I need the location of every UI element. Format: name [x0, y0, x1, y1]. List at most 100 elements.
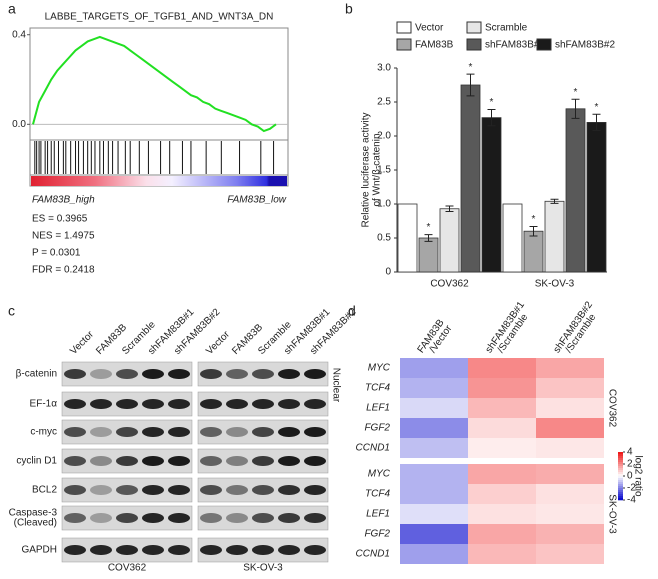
- band: [252, 427, 274, 437]
- band: [252, 399, 274, 409]
- x-tick-label: SK-OV-3: [535, 279, 575, 290]
- band: [168, 513, 190, 523]
- annotation: FAM83B_high: [32, 195, 95, 206]
- y-tick-label: 0.4: [12, 29, 26, 40]
- legend-label: Scramble: [485, 23, 528, 34]
- band: [226, 427, 248, 437]
- band: [116, 399, 138, 409]
- row-label: TCF4: [365, 383, 390, 394]
- bar: [439, 208, 460, 273]
- rank-gradient: [31, 176, 287, 186]
- significance: *: [427, 222, 431, 233]
- colorbar-step: [618, 452, 623, 455]
- band: [304, 369, 326, 379]
- band: [142, 456, 164, 466]
- band: [200, 545, 222, 555]
- band: [226, 369, 248, 379]
- legend-swatch: [396, 21, 412, 34]
- heat-cell: [468, 464, 536, 484]
- band: [168, 399, 190, 409]
- row-label: (Cleaved): [14, 518, 57, 529]
- band: [278, 399, 300, 409]
- group-label: COV362: [108, 563, 147, 574]
- panel-label: d: [348, 303, 356, 319]
- legend-label: shFAM83B#2: [555, 40, 615, 51]
- band: [304, 513, 326, 523]
- colorbar-step: [618, 486, 623, 489]
- band: [226, 485, 248, 495]
- heat-cell: [536, 464, 604, 484]
- band: [200, 369, 222, 379]
- band: [200, 456, 222, 466]
- band: [168, 369, 190, 379]
- band: [200, 427, 222, 437]
- row-label: β-catenin: [16, 369, 57, 380]
- colorbar-step: [618, 464, 623, 467]
- heat-cell: [400, 484, 468, 504]
- colorbar-step: [618, 496, 623, 499]
- heat-cell: [468, 398, 536, 418]
- band: [226, 399, 248, 409]
- y-axis-label: Relative luciferase activity: [361, 112, 372, 227]
- heat-cell: [536, 418, 604, 438]
- colorbar-step: [618, 454, 623, 457]
- band: [278, 485, 300, 495]
- colorbar-step: [618, 468, 623, 471]
- row-label: Caspase-3: [9, 508, 58, 519]
- legend-swatch: [536, 38, 552, 51]
- lane-label: Vector: [68, 329, 96, 357]
- band: [64, 485, 86, 495]
- colorbar-step: [618, 492, 623, 495]
- band: [142, 399, 164, 409]
- band: [142, 485, 164, 495]
- nuclear-label: Nuclear: [330, 368, 341, 403]
- error-bar: [424, 234, 433, 242]
- significance: *: [595, 102, 599, 113]
- band: [252, 513, 274, 523]
- heat-cell: [536, 438, 604, 458]
- band: [304, 545, 326, 555]
- stat: ES = 0.3965: [32, 214, 88, 225]
- colorbar-tick-label: -4: [627, 495, 636, 506]
- band: [252, 485, 274, 495]
- band: [278, 545, 300, 555]
- heat-cell: [468, 418, 536, 438]
- group-label: COV362: [606, 389, 617, 428]
- band: [90, 427, 112, 437]
- error-bar: [550, 198, 559, 204]
- band: [226, 545, 248, 555]
- bar: [565, 108, 586, 273]
- band: [278, 456, 300, 466]
- significance: *: [490, 97, 494, 108]
- stat: FDR = 0.2418: [32, 265, 95, 276]
- heat-cell: [400, 398, 468, 418]
- heat-cell: [536, 544, 604, 564]
- band: [168, 456, 190, 466]
- panel-label: b: [345, 1, 353, 17]
- band: [116, 427, 138, 437]
- band: [278, 427, 300, 437]
- row-label: BCL2: [32, 485, 57, 496]
- bar: [481, 117, 502, 273]
- heat-cell: [400, 418, 468, 438]
- panel-label: c: [8, 303, 15, 319]
- stat: NES = 1.4975: [32, 231, 95, 242]
- stat: P = 0.0301: [32, 248, 81, 259]
- row-label: MYC: [368, 469, 391, 480]
- colorbar-step: [618, 490, 623, 493]
- band: [142, 427, 164, 437]
- heat-cell: [400, 544, 468, 564]
- band: [64, 513, 86, 523]
- y-tick-label: 2.0: [377, 131, 391, 142]
- row-label: CCND1: [356, 549, 390, 560]
- heat-cell: [536, 504, 604, 524]
- heat-cell: [468, 504, 536, 524]
- band: [90, 485, 112, 495]
- row-label: cyclin D1: [16, 456, 57, 467]
- band: [200, 513, 222, 523]
- significance: *: [532, 214, 536, 225]
- y-tick-label: 0.5: [377, 233, 391, 244]
- y-tick-label: 1.5: [377, 165, 391, 176]
- colorbar-step: [618, 472, 623, 475]
- colorbar-step: [618, 460, 623, 463]
